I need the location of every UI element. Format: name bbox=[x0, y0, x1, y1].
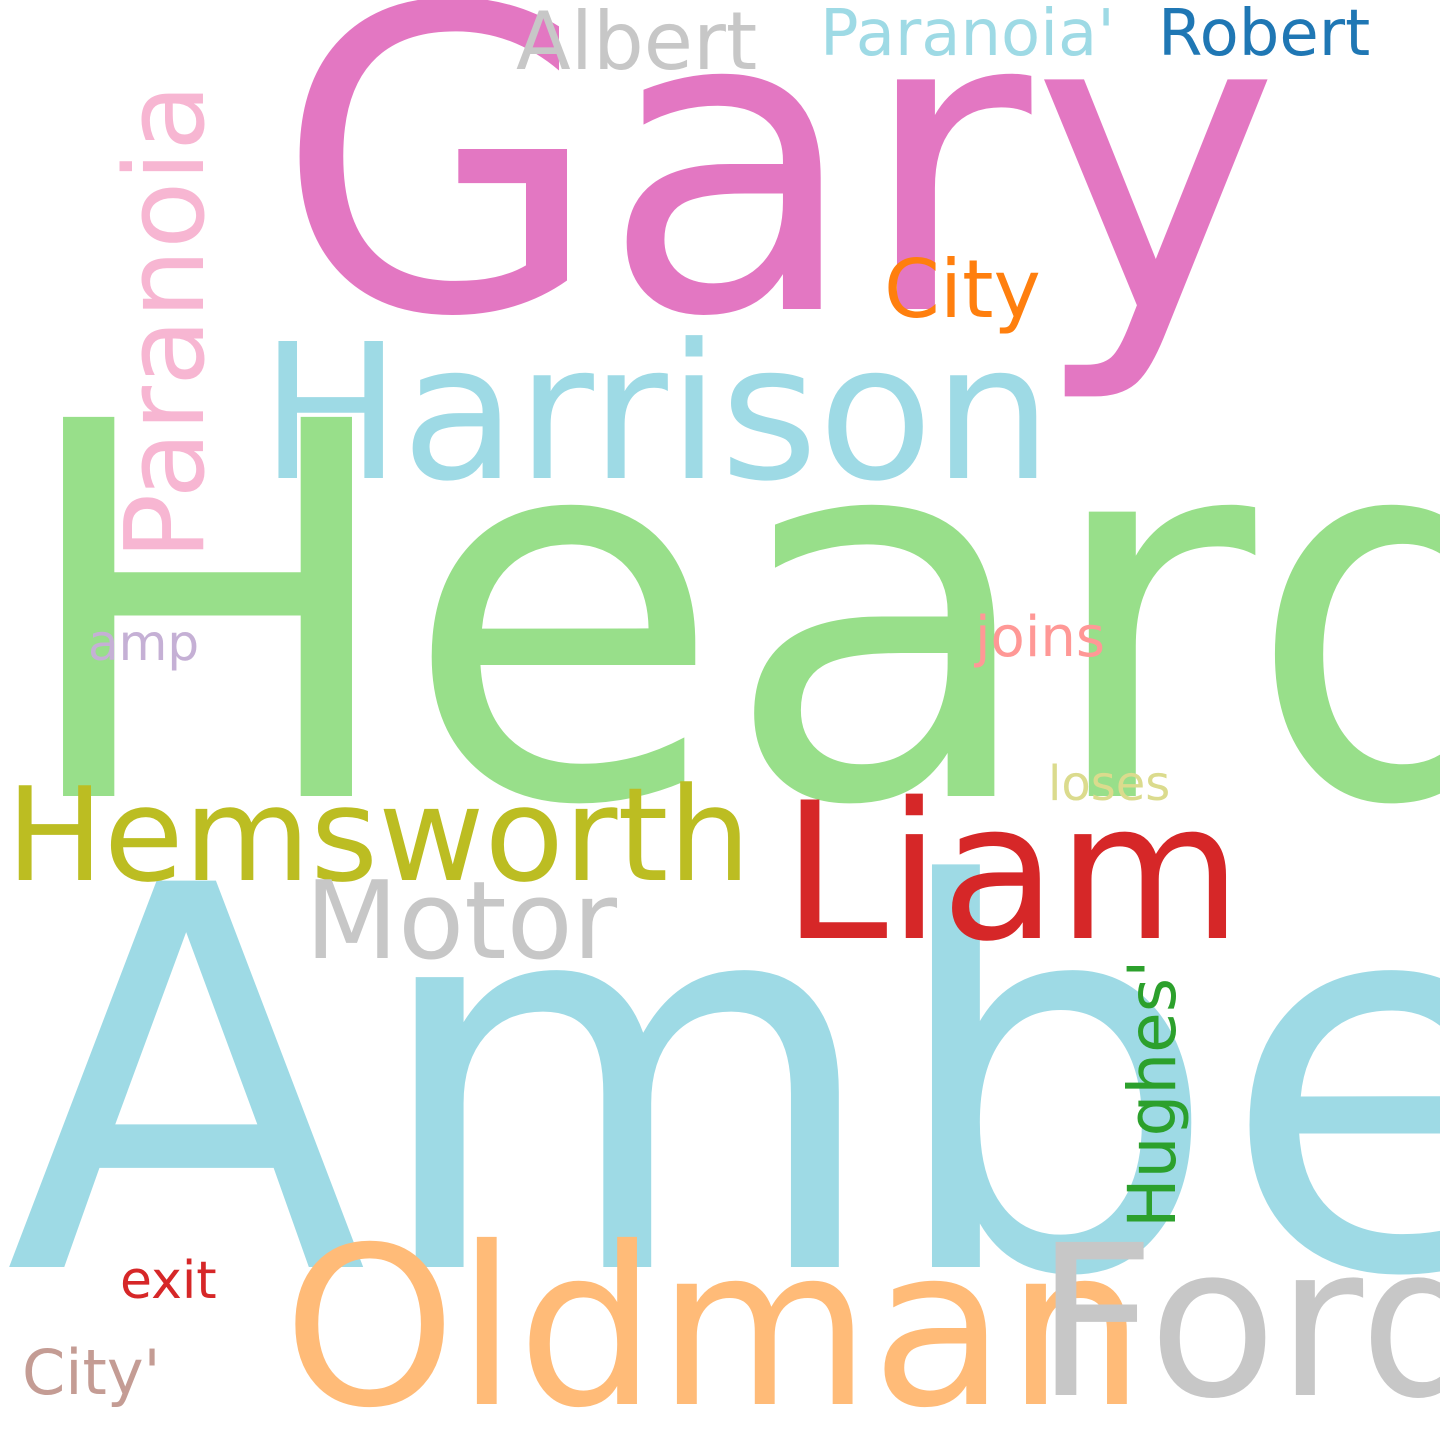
word-joins: joins bbox=[975, 605, 1106, 670]
word-hughes-quote: Hughes' bbox=[1114, 959, 1191, 1228]
word-paranoia-quote: Paranoia' bbox=[820, 0, 1115, 71]
word-hemsworth: Hemsworth bbox=[6, 759, 751, 911]
word-robert: Robert bbox=[1158, 0, 1371, 71]
word-city: City bbox=[884, 243, 1041, 336]
word-loses: loses bbox=[1048, 756, 1171, 812]
word-heard: Heard bbox=[12, 313, 1440, 919]
word-paranoia-vertical: Paranoia bbox=[101, 83, 229, 560]
word-motor: Motor bbox=[305, 859, 618, 984]
word-oldman: Oldman bbox=[283, 1200, 1146, 1440]
word-gary: Gary bbox=[276, 0, 1281, 409]
word-liam: Liam bbox=[782, 762, 1243, 983]
word-harrison: Harrison bbox=[260, 304, 1053, 523]
word-albert: Albert bbox=[516, 0, 758, 88]
word-amber: Amber bbox=[5, 775, 1440, 1392]
word-exit: exit bbox=[120, 1251, 217, 1311]
word-amp: amp bbox=[88, 614, 200, 672]
word-city-quote: City' bbox=[22, 1336, 161, 1409]
word-ford: Ford bbox=[1035, 1200, 1440, 1440]
